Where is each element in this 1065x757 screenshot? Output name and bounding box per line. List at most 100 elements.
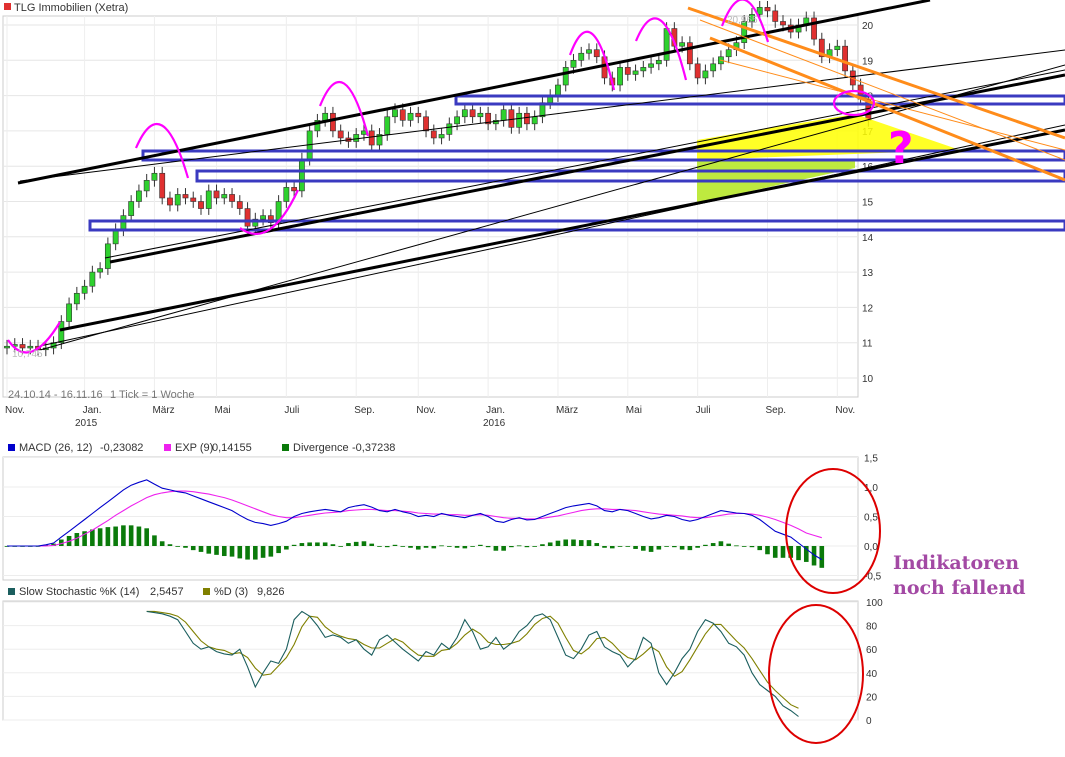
divergence-bar xyxy=(408,546,413,548)
divergence-bar xyxy=(353,541,359,546)
divergence-bar xyxy=(765,546,770,555)
candle-body xyxy=(648,63,654,68)
candle-body xyxy=(454,116,460,125)
macd-legend-name: MACD (26, 12) xyxy=(19,442,92,454)
divergence-bar xyxy=(478,544,483,546)
divergence-bar xyxy=(625,546,631,547)
stoch-d-line xyxy=(146,610,799,709)
candle-body xyxy=(578,52,585,61)
price-panel: 101112131415161718192021Nov.Jan.MärzMaiJ… xyxy=(2,0,874,416)
divergence-bar xyxy=(431,546,437,549)
candle-body xyxy=(725,49,732,58)
range-note: 24.10.14 - 16.11.16 xyxy=(8,389,103,401)
candle-body xyxy=(97,268,104,273)
candle-body xyxy=(291,187,298,192)
candle-body xyxy=(229,194,235,202)
candle-body xyxy=(508,109,515,128)
price-y-tick: 19 xyxy=(862,56,874,67)
candle-body xyxy=(19,344,26,349)
candle-body xyxy=(182,194,189,199)
stoch-k-line xyxy=(146,610,799,717)
divergence-bar xyxy=(4,546,10,547)
macd-panel: 1,5 1,0 0,5 0,0 -0,5 xyxy=(2,454,882,583)
divergence-bar xyxy=(159,541,165,546)
macd-legend-marker xyxy=(8,444,15,451)
stoch-y-tick: 60 xyxy=(866,645,878,656)
divergence-bar xyxy=(718,541,724,546)
divergence-bar xyxy=(51,543,56,546)
divergence-bar xyxy=(633,546,638,549)
stoch-k-legend-marker xyxy=(8,588,15,595)
divergence-bar xyxy=(346,543,351,546)
divergence-bar xyxy=(361,541,367,546)
divergence-bar xyxy=(547,542,553,546)
divergence-bar xyxy=(641,546,646,551)
candle-body xyxy=(562,67,569,86)
divergence-bar xyxy=(128,525,134,546)
divergence-bar xyxy=(144,528,149,546)
candle-body xyxy=(267,215,274,223)
candle-body xyxy=(384,116,391,135)
price-y-tick: 20 xyxy=(862,21,874,32)
divergence-bar xyxy=(540,544,545,546)
candle-body xyxy=(531,116,538,125)
stoch-d-legend-marker xyxy=(203,588,210,595)
top-arc xyxy=(720,0,770,43)
divergence-bar xyxy=(113,526,118,546)
divergence-bar xyxy=(571,539,576,546)
candle-body xyxy=(322,112,329,121)
candle-body xyxy=(159,172,166,199)
divergence-bar xyxy=(772,546,778,558)
price-x-tick: Nov. xyxy=(835,405,855,416)
candle-body xyxy=(430,130,437,139)
divergence-bar xyxy=(90,529,95,546)
trend-line xyxy=(104,69,1065,259)
divergence-bar xyxy=(672,546,677,548)
low-price-label: 10,745 xyxy=(12,349,43,360)
divergence-bar xyxy=(501,546,506,551)
candle-body xyxy=(679,42,686,47)
divergence-bar xyxy=(741,546,747,547)
exp-legend-value: 0,14155 xyxy=(212,442,252,454)
candle-body xyxy=(392,109,398,118)
candle-body xyxy=(842,45,848,72)
price-x-tick: Juli xyxy=(696,405,711,416)
candle-body xyxy=(524,112,530,125)
indicator-note-line2: noch fallend xyxy=(893,577,1026,599)
candle-body xyxy=(221,194,228,199)
candle-body xyxy=(120,215,127,231)
tick-note: 1 Tick = 1 Woche xyxy=(110,389,194,401)
divergence-legend-marker xyxy=(282,444,289,451)
macd-line xyxy=(7,479,823,561)
divergence-bar xyxy=(136,526,142,546)
divergence-bar xyxy=(470,546,475,547)
candle-body xyxy=(640,67,647,72)
macd-plot-area xyxy=(2,456,859,581)
divergence-bar xyxy=(221,546,227,557)
candle-body xyxy=(772,10,779,22)
candle-body xyxy=(477,112,484,118)
trend-line xyxy=(39,124,1065,347)
divergence-bar xyxy=(105,527,111,546)
candle-body xyxy=(593,49,600,58)
divergence-bar xyxy=(749,546,755,548)
price-x-tick: Mai xyxy=(215,405,231,416)
title-marker xyxy=(4,3,11,10)
candle-body xyxy=(624,67,631,75)
candle-body xyxy=(438,134,445,139)
price-y-tick: 11 xyxy=(862,339,873,350)
candle-body xyxy=(694,63,701,79)
candle-body xyxy=(236,201,243,209)
divergence-bar xyxy=(485,546,491,548)
divergence-bar xyxy=(237,546,243,559)
macd-y-tick: 1,5 xyxy=(864,454,878,465)
year-label-2015: 2015 xyxy=(75,418,98,429)
price-x-tick: Jan. xyxy=(486,405,505,416)
trend-line xyxy=(59,128,1065,332)
divergence-bar xyxy=(415,546,421,550)
candle-body xyxy=(4,345,10,349)
candle-body xyxy=(500,109,507,121)
price-x-tick: März xyxy=(556,405,578,416)
candle-body xyxy=(190,197,197,202)
